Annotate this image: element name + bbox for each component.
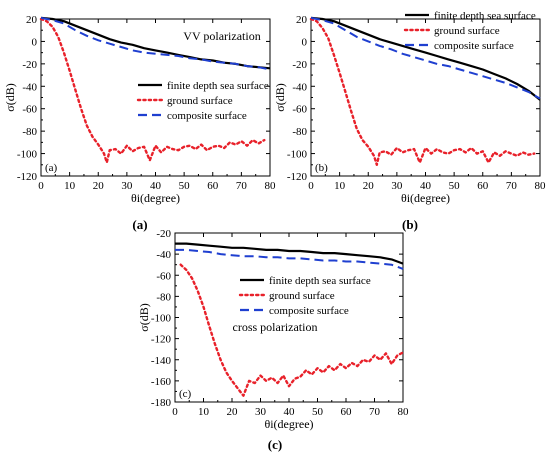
x-tick-label: 60: [207, 180, 219, 192]
y-tick-label: -60: [292, 104, 307, 116]
x-tick-label: 10: [198, 406, 210, 418]
x-tick-label: 30: [391, 180, 403, 192]
x-tick-label: 0: [172, 406, 178, 418]
panel-label: (c): [179, 388, 192, 400]
y-tick-label: 0: [32, 36, 38, 48]
series-line-composite-surface: [310, 16, 541, 100]
series-line-ground-surface: [39, 17, 266, 164]
y-tick-label: -40: [22, 81, 37, 93]
x-tick-label: 50: [312, 406, 324, 418]
series-line-finite-depth-sea-surface: [40, 16, 271, 70]
y-tick-label: -140: [151, 355, 172, 367]
legend-entry: ground surface: [167, 95, 233, 107]
x-tick-label: 30: [255, 406, 267, 418]
x-tick-label: 80: [265, 180, 277, 192]
x-tick-label: 80: [398, 406, 410, 418]
panel-caption: (b): [402, 217, 418, 232]
y-axis-label: σ(dB): [137, 303, 151, 331]
chart-panel-c: 0 10 20 30 40 50 60 70 80 -20 -40 -60 -80 -100 -120 -14…: [137, 228, 409, 452]
x-tick-label: 20: [363, 180, 375, 192]
y-tick-label: -60: [22, 104, 37, 116]
x-tick-label: 60: [341, 406, 353, 418]
y-tick-label: -80: [22, 126, 37, 138]
y-tick-label: -160: [151, 376, 172, 388]
legend: finite depth sea surface ground surface co…: [238, 275, 371, 317]
legend: finite depth sea surface ground surface co…: [136, 80, 269, 122]
legend-entry: finite depth sea surface: [167, 80, 269, 92]
x-tick-label: 10: [334, 180, 346, 192]
polarization-annotation: VV polarization: [183, 29, 260, 43]
legend-entry: finite depth sea surface: [434, 10, 536, 22]
y-tick-label: -40: [156, 249, 171, 261]
y-tick-label: -40: [292, 81, 307, 93]
y-tick-label: -20: [292, 59, 307, 71]
x-tick-label: 60: [477, 180, 489, 192]
x-axis-label: θi(degree): [131, 191, 180, 205]
y-tick-label: -100: [287, 149, 308, 161]
y-tick-label: -80: [156, 291, 171, 303]
panel-caption: (c): [268, 437, 282, 452]
legend-entry: composite surface: [434, 40, 514, 52]
y-axis-label: σ(dB): [3, 83, 17, 111]
x-tick-label: 30: [121, 180, 133, 192]
legend-entry: composite surface: [167, 110, 247, 122]
x-tick-label: 40: [420, 180, 432, 192]
x-tick-label: 70: [236, 180, 248, 192]
x-tick-label: 10: [64, 180, 76, 192]
legend: finite depth sea surface ground surface co…: [403, 10, 536, 52]
panel-caption: (a): [132, 217, 147, 232]
y-tick-label: -120: [151, 334, 172, 346]
x-tick-label: 80: [535, 180, 547, 192]
x-tick-label: 40: [284, 406, 296, 418]
polarization-annotation: cross polarization: [233, 320, 318, 334]
legend-entry: ground surface: [269, 290, 335, 302]
y-tick-label: -80: [292, 126, 307, 138]
x-tick-label: 0: [38, 180, 44, 192]
y-tick-label: -100: [17, 149, 38, 161]
series-line-ground-surface: [309, 17, 536, 167]
y-tick-label: -20: [22, 59, 37, 71]
y-tick-label: 0: [302, 36, 308, 48]
x-tick-label: 20: [227, 406, 239, 418]
y-tick-label: -180: [151, 397, 172, 409]
x-axis-label: θi(degree): [401, 191, 450, 205]
y-tick-label: -100: [151, 313, 172, 325]
series-line-finite-depth-sea-surface: [175, 242, 404, 265]
y-tick-label: 20: [296, 14, 308, 26]
legend-entry: finite depth sea surface: [269, 275, 371, 287]
y-axis-label: σ(dB): [273, 83, 287, 111]
series-line-composite-surface: [40, 16, 271, 71]
x-tick-label: 50: [179, 180, 191, 192]
x-axis-label: θi(degree): [264, 417, 313, 431]
panel-label: (a): [45, 162, 58, 174]
x-tick-label: 40: [150, 180, 162, 192]
legend-entry: ground surface: [434, 25, 500, 37]
chart-panel-b: 0 10 20 30 40 50 60 70 80 20 0 -20 -40 -60 -80 -100 -120…: [273, 10, 546, 232]
series-line-composite-surface: [175, 248, 404, 270]
y-tick-label: -20: [156, 228, 171, 240]
chart-panel-a: 0 10 20 30 40 50 60 70 80 20 0 -20 -40 -60 -80 -100 -120…: [3, 14, 276, 232]
x-tick-label: 70: [506, 180, 518, 192]
x-tick-label: 20: [93, 180, 105, 192]
x-tick-label: 0: [308, 180, 314, 192]
series-line-finite-depth-sea-surface: [310, 16, 541, 101]
series-line-ground-surface: [179, 263, 405, 397]
x-tick-label: 70: [369, 406, 381, 418]
x-tick-label: 50: [449, 180, 461, 192]
y-tick-label: -120: [17, 171, 38, 183]
panel-label: (b): [315, 162, 328, 174]
y-tick-label: 20: [26, 14, 38, 26]
legend-entry: composite surface: [269, 305, 349, 317]
y-tick-label: -120: [287, 171, 308, 183]
y-tick-label: -60: [156, 270, 171, 282]
